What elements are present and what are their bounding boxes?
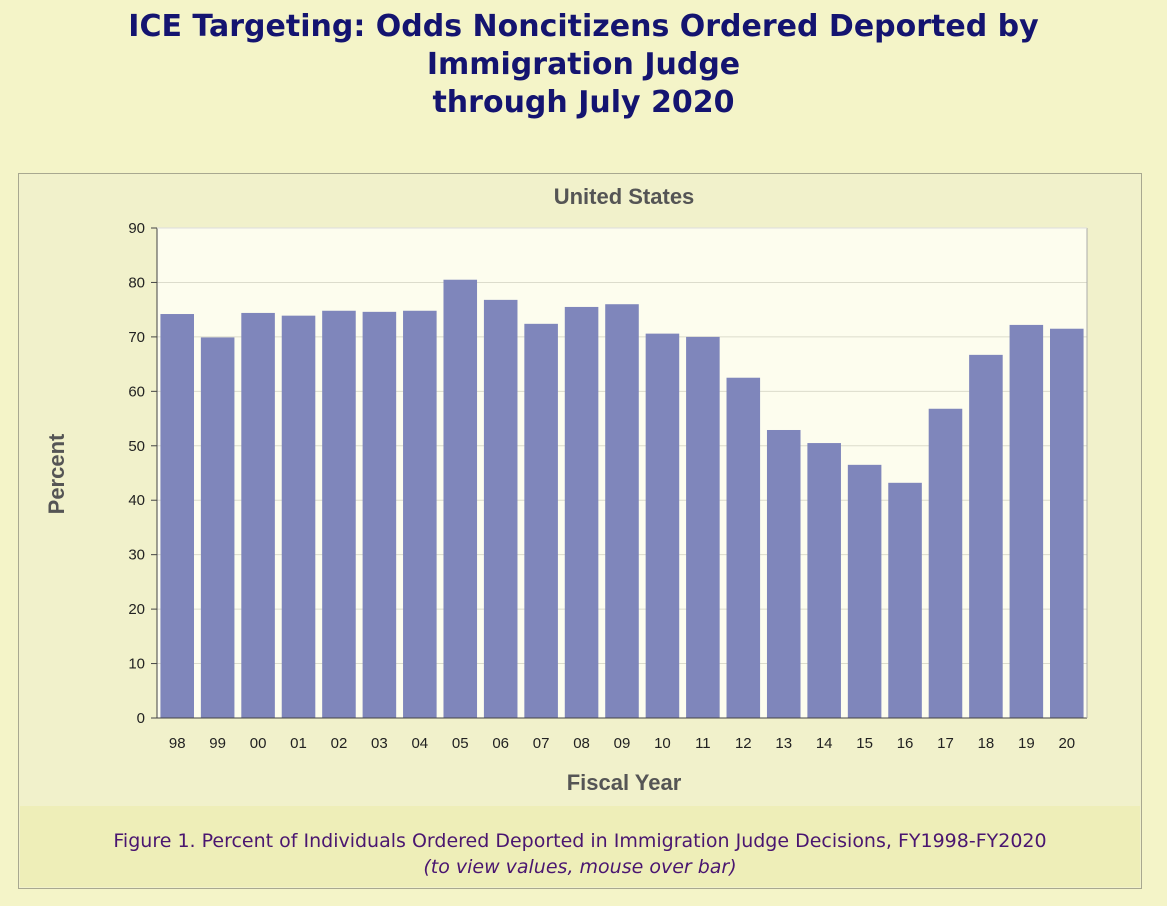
y-tick-label: 10: [128, 656, 145, 673]
x-tick-label: 18: [978, 735, 995, 752]
bar[interactable]: 98: 74.2: [160, 314, 194, 718]
y-tick-label: 50: [128, 438, 145, 455]
x-tick-label: 20: [1058, 735, 1075, 752]
x-tick-label: 99: [209, 735, 226, 752]
bar[interactable]: 03: 74.6: [362, 311, 397, 718]
bar[interactable]: 09: 76: [605, 304, 639, 718]
x-tick-label: 08: [573, 735, 590, 752]
bar[interactable]: 14: 50.5: [807, 443, 841, 718]
y-tick-label: 80: [128, 274, 145, 291]
bar[interactable]: 11: 70: [686, 336, 720, 718]
y-tick-label: 30: [128, 547, 145, 564]
page-title-line-3: through July 2020: [432, 85, 735, 120]
bar[interactable]: 13: 52.9: [766, 429, 801, 718]
bar[interactable]: 16: 43.2: [888, 482, 922, 718]
bar[interactable]: 05: 80.5: [443, 279, 478, 718]
bar[interactable]: 12: 62.5: [726, 377, 761, 718]
bar[interactable]: 01: 73.9: [281, 315, 316, 718]
y-tick-label: 70: [128, 329, 145, 346]
x-tick-label: 05: [452, 735, 469, 752]
caption-hint-text: (to view values, mouse over bar): [423, 856, 737, 878]
x-tick-label: 04: [411, 735, 428, 752]
y-axis-label: Percent: [44, 433, 69, 514]
bar[interactable]: 10: 70.6: [645, 333, 680, 718]
x-tick-label: 13: [775, 735, 792, 752]
y-tick-label: 20: [128, 601, 145, 618]
bar[interactable]: 99: 69.9: [200, 337, 235, 718]
bar[interactable]: 18: 66.7: [969, 354, 1003, 718]
x-tick-label: 19: [1018, 735, 1035, 752]
x-tick-label: 09: [614, 735, 631, 752]
page-title: ICE Targeting: Odds Noncitizens Ordered …: [0, 8, 1167, 122]
x-tick-label: 10: [654, 735, 671, 752]
bar[interactable]: 04: 74.8: [403, 310, 437, 718]
y-tick-label: 60: [128, 383, 145, 400]
bar[interactable]: 20: 71.5: [1050, 328, 1084, 718]
bar[interactable]: 15: 46.5: [847, 464, 882, 718]
y-tick-label: 90: [128, 220, 145, 237]
chart-title: United States: [554, 184, 695, 209]
bar-chart: United States Percent Fiscal Year 010203…: [44, 184, 1088, 795]
y-tick-label: 0: [137, 710, 145, 727]
bar[interactable]: 07: 72.4: [524, 323, 558, 718]
x-tick-label: 03: [371, 735, 388, 752]
x-tick-label: 11: [695, 735, 711, 752]
figure-caption: Figure 1. Percent of Individuals Ordered…: [20, 806, 1140, 887]
x-tick-label: 17: [937, 735, 954, 752]
y-tick-label: 40: [128, 492, 145, 509]
bar[interactable]: 19: 72.2: [1009, 324, 1044, 718]
page-title-line-2: Immigration Judge: [426, 47, 741, 82]
bar[interactable]: 06: 76.8: [483, 299, 518, 718]
bar[interactable]: 00: 74.4: [241, 312, 275, 718]
chart-panel: United States Percent Fiscal Year 0 10 20 3…: [18, 173, 1142, 889]
x-tick-label: 98: [169, 735, 186, 752]
bar[interactable]: 02: 74.8: [322, 310, 356, 718]
x-tick-label: 01: [290, 735, 307, 752]
caption-main-text: Figure 1. Percent of Individuals Ordered…: [113, 830, 1047, 852]
x-tick-label: 12: [735, 735, 752, 752]
x-axis-label: Fiscal Year: [567, 770, 682, 795]
x-tick-label: 00: [250, 735, 267, 752]
x-tick-label: 06: [492, 735, 509, 752]
x-tick-label: 07: [533, 735, 550, 752]
x-tick-label: 14: [816, 735, 833, 752]
bar[interactable]: 08: 75.5: [564, 306, 599, 718]
x-tick-label: 15: [856, 735, 873, 752]
x-tick-label: 16: [897, 735, 914, 752]
bar[interactable]: 17: 56.8: [928, 408, 963, 718]
page-title-line-1: ICE Targeting: Odds Noncitizens Ordered …: [128, 9, 1039, 44]
x-tick-label: 02: [331, 735, 348, 752]
